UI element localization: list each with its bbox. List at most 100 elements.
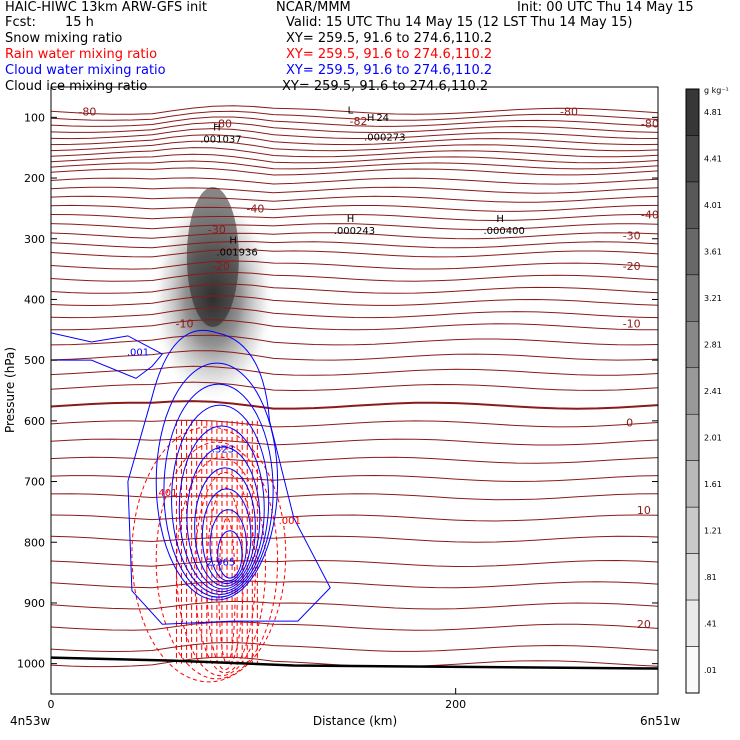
colorbar-swatch <box>685 506 700 554</box>
isotherm <box>51 153 658 164</box>
isotherm <box>51 122 658 134</box>
isotherm-label: 10 <box>637 504 651 517</box>
colorbar-label: 2.41 <box>704 387 722 396</box>
isotherm <box>51 365 658 376</box>
colorbar-swatch <box>685 321 700 369</box>
isotherm <box>51 160 658 170</box>
rain-contour <box>131 426 287 683</box>
y-tick-label: 700 <box>24 476 45 489</box>
isotherm <box>51 438 658 446</box>
y-tick-label: 1000 <box>17 658 45 671</box>
cloudwater-contour <box>163 383 274 598</box>
isotherm <box>51 559 658 568</box>
x-tick-label: 200 <box>445 698 466 711</box>
isotherm <box>51 474 658 483</box>
isotherm-label: -40 <box>246 202 264 215</box>
isotherm <box>51 213 658 222</box>
colorbar-swatch <box>685 88 700 136</box>
isotherm <box>51 128 658 140</box>
isotherm <box>51 147 658 158</box>
colorbar-swatch <box>685 274 700 322</box>
isotherm <box>51 580 658 589</box>
isotherm-label: 0 <box>626 417 633 430</box>
colorbar-label: .81 <box>704 573 717 582</box>
y-axis-label: Pressure (hPa) <box>3 347 17 433</box>
cloudwater-contour <box>201 488 252 585</box>
isotherm <box>51 350 658 361</box>
isotherm <box>51 295 658 307</box>
colorbar-swatch <box>685 228 700 276</box>
isotherm <box>51 419 658 428</box>
y-tick-label: 300 <box>24 233 45 246</box>
isotherm <box>51 223 658 231</box>
isotherm <box>51 621 658 631</box>
rain-contour <box>155 441 279 680</box>
chart-title: HAIC-HIWC 13km ARW-GFS init <box>5 0 207 15</box>
isotherm <box>51 232 658 240</box>
isotherm <box>51 249 658 258</box>
isotherm <box>51 134 658 146</box>
right-endpoint: 6n51w <box>640 714 681 728</box>
isotherm <box>51 140 658 152</box>
colorbar-label: 2.01 <box>704 433 722 442</box>
isotherm <box>51 105 658 115</box>
extremum-symbol: H <box>496 214 504 225</box>
extremum-value: .001936 <box>216 248 257 259</box>
colorbar-label: .41 <box>704 619 717 628</box>
colorbar-label: 4.01 <box>704 201 722 210</box>
colorbar-swatch <box>685 553 700 601</box>
isotherm-label: -40 <box>641 208 659 221</box>
cloudwater-contour <box>178 425 265 593</box>
extremum-symbol: H <box>213 123 221 134</box>
colorbar-label: 3.21 <box>704 294 722 303</box>
cloudwater-contour <box>209 509 247 582</box>
cloudwater-contour <box>127 329 331 625</box>
cloudwater-contour <box>155 362 279 601</box>
isotherm <box>51 535 658 543</box>
org-label: NCAR/MMM <box>276 0 351 15</box>
contour-label: .001 <box>127 347 149 358</box>
y-tick-label: 600 <box>24 415 45 428</box>
contour-label: .401 <box>155 488 177 499</box>
isotherm <box>51 283 658 294</box>
cloudwater-contour <box>217 530 243 579</box>
isotherm <box>51 177 658 185</box>
x-axis-label: Distance (km) <box>313 714 397 728</box>
isotherm <box>51 240 658 249</box>
extremum-symbol: H <box>347 214 355 225</box>
isotherm <box>51 514 658 522</box>
extremum-symbol: L <box>348 106 354 117</box>
colorbar-label: 4.41 <box>704 155 722 164</box>
rain-contour <box>218 517 236 665</box>
extremum-value: .001037 <box>200 135 241 146</box>
colorbar-swatch <box>685 460 700 508</box>
isotherm <box>51 381 658 392</box>
isotherm-label: -20 <box>623 260 641 273</box>
field-cloudwater-xy: XY= 259.5, 91.6 to 274.6,110.2 <box>286 63 493 78</box>
isotherm <box>51 641 658 653</box>
isotherm-label: -10 <box>176 318 194 331</box>
rain-contour <box>206 487 244 671</box>
field-cloudwater-name: Cloud water mixing ratio <box>5 63 166 78</box>
forecast-value: 15 h <box>65 15 94 30</box>
isotherm <box>51 493 658 501</box>
isotherm-label: 20 <box>637 618 651 631</box>
isotherm-label: -80 <box>214 117 232 130</box>
isotherm-label: -30 <box>623 230 641 243</box>
colorbar-swatch <box>685 181 700 229</box>
snow-core <box>186 186 239 327</box>
y-tick-label: 400 <box>24 293 45 306</box>
isotherm <box>51 186 658 194</box>
contour-label: .001 <box>279 516 301 527</box>
extremum-value: .000400 <box>484 226 525 237</box>
terrain-line <box>50 656 659 670</box>
extremum-value: 24 <box>376 113 389 124</box>
contour-label: 2.965 <box>207 557 236 568</box>
valid-time: Valid: 15 UTC Thu 14 May 15 (12 LST Thu … <box>286 15 633 30</box>
isotherm <box>51 116 658 127</box>
isotherm <box>51 110 658 121</box>
colorbar-label: 4.81 <box>704 108 722 117</box>
y-tick-label: 100 <box>24 111 45 124</box>
colorbar-swatch <box>685 646 700 694</box>
isotherm-label: -10 <box>623 318 641 331</box>
